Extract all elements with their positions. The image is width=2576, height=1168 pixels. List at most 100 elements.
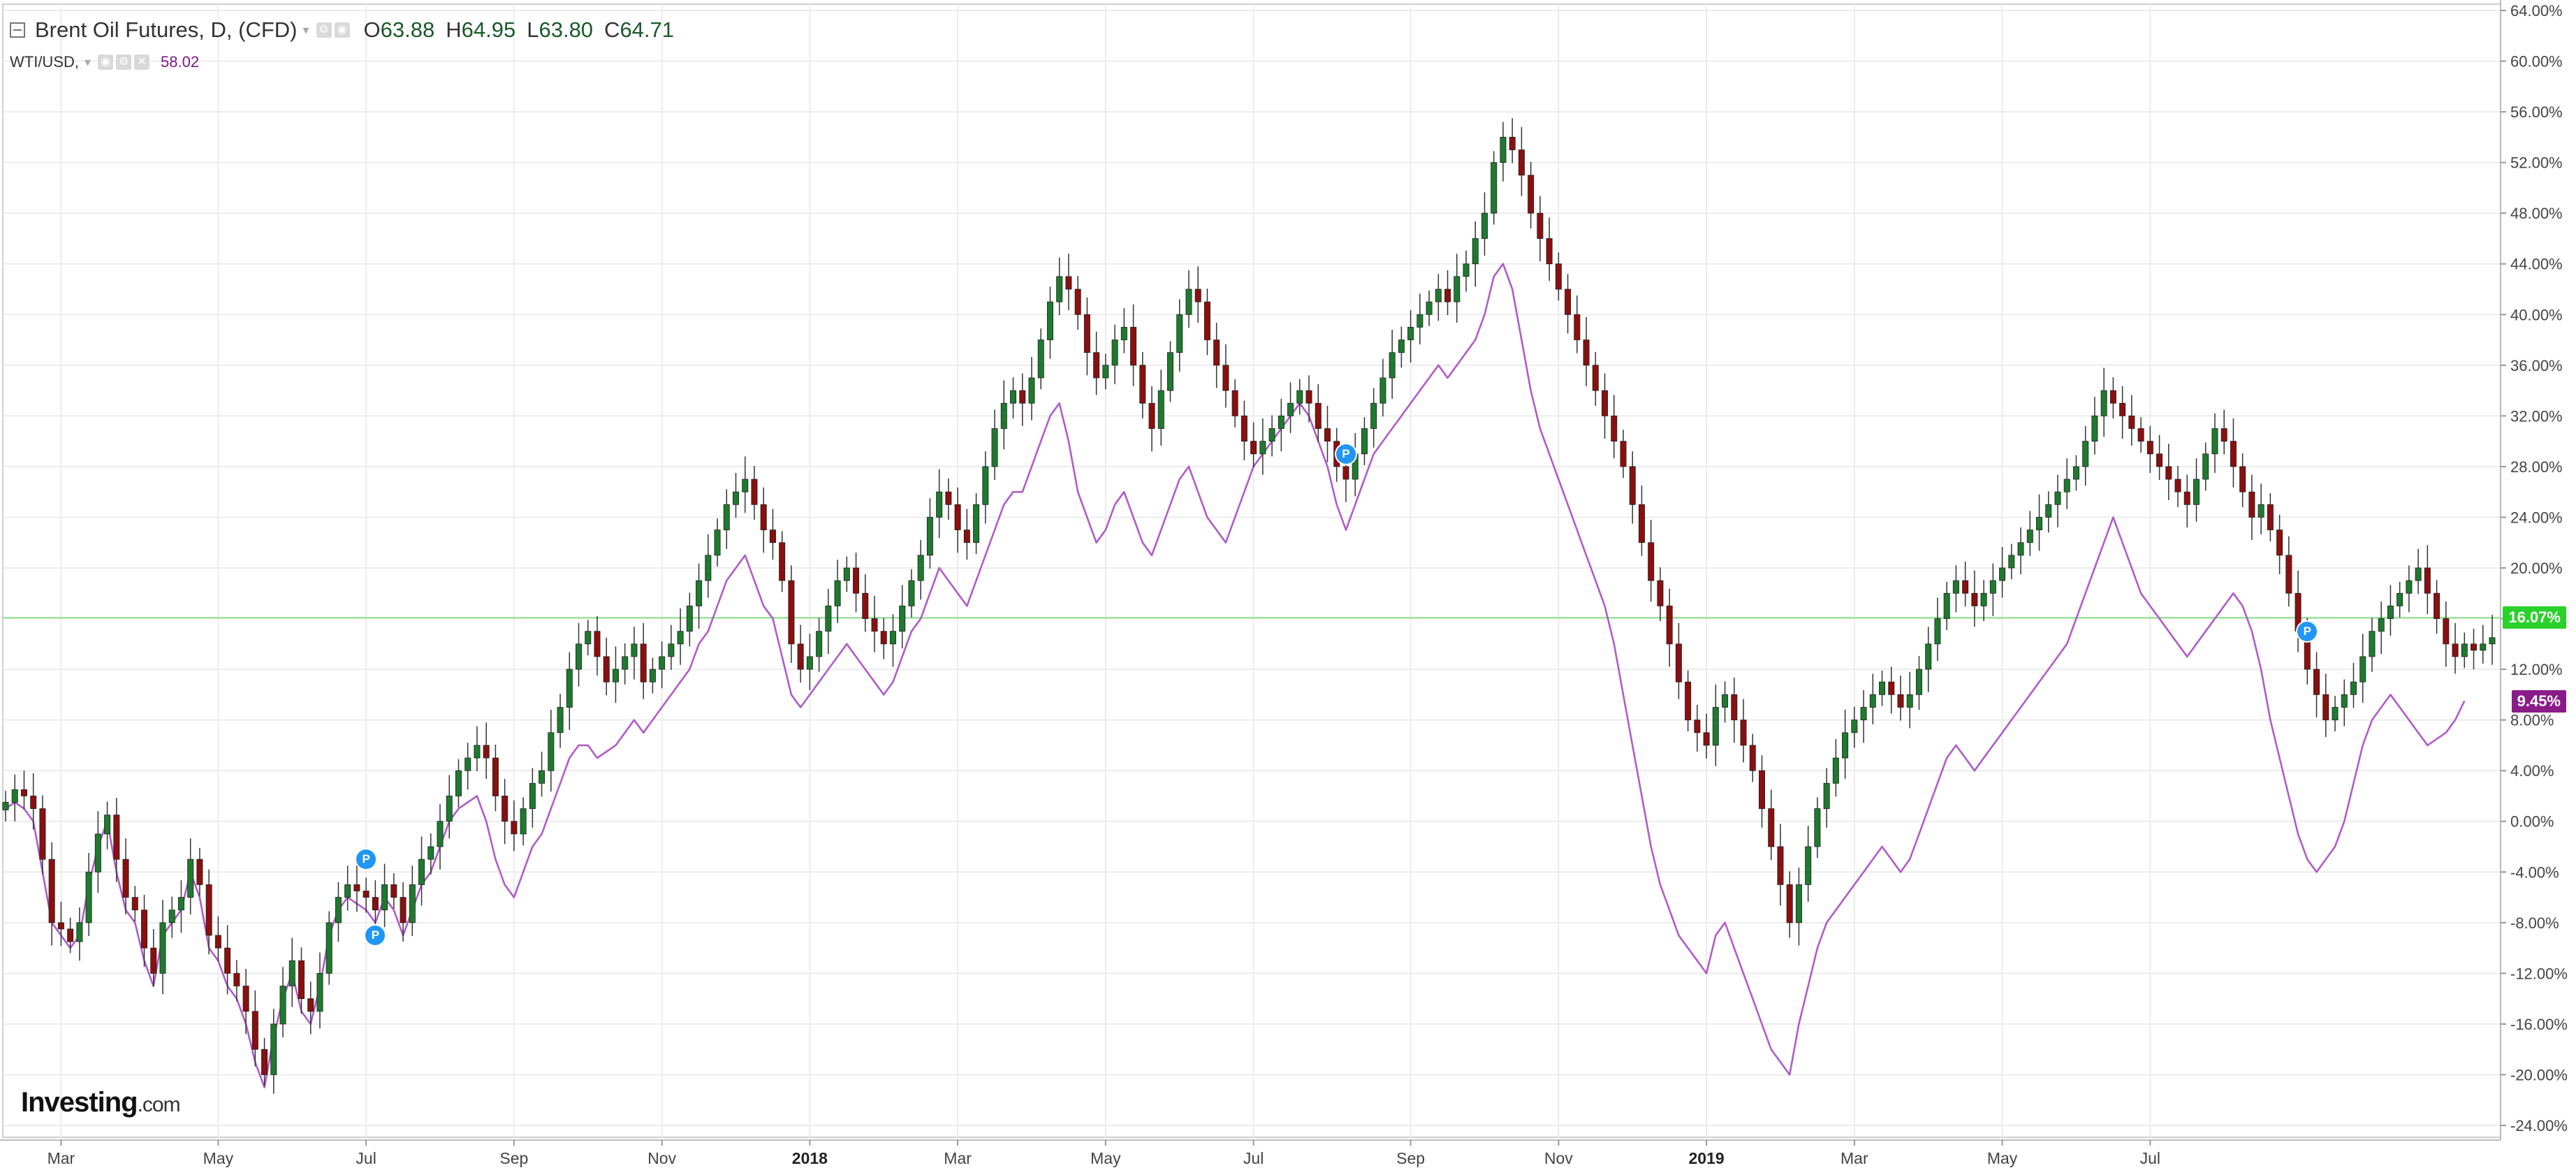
candle [418, 836, 425, 906]
candle-body [159, 922, 166, 974]
candle [1989, 563, 1996, 616]
candle [1065, 254, 1072, 310]
candle-body [94, 833, 101, 873]
candle-body [2434, 592, 2440, 619]
candle [57, 901, 64, 947]
candle [1472, 221, 1479, 287]
candle-body [2045, 504, 2052, 518]
investing-logo[interactable]: Investing.com [21, 1087, 181, 1118]
candle [557, 694, 564, 748]
candle-body [1167, 352, 1174, 391]
candle-body [2202, 453, 2209, 480]
candle-body [1879, 681, 1886, 695]
candle [622, 643, 629, 685]
candle [917, 540, 924, 600]
marker-p-icon[interactable]: P [365, 925, 386, 945]
candle-body [2165, 466, 2172, 480]
candle-body [39, 808, 46, 860]
candle-body [2276, 530, 2283, 556]
candle [668, 625, 675, 670]
candle [982, 451, 989, 524]
candle [585, 620, 592, 656]
settings-icon[interactable]: ⚙ [316, 22, 332, 38]
candle-body [1111, 340, 1118, 366]
candle [2276, 514, 2283, 575]
candle-body [1675, 643, 1682, 682]
candle-body [1296, 390, 1303, 404]
candle-body [1731, 694, 1738, 721]
collapse-icon[interactable] [10, 22, 25, 38]
candle-body [104, 815, 111, 835]
candle-body [288, 960, 295, 986]
caret-down-icon[interactable]: ▾ [302, 22, 309, 37]
candle-body [1860, 707, 1867, 721]
wti-price-badge: 9.45% [2511, 690, 2566, 713]
candle-body [889, 631, 896, 645]
candle-body [686, 606, 693, 632]
candle [1657, 567, 1664, 622]
candle-body [1629, 466, 1636, 505]
candle [871, 595, 878, 652]
candle [455, 759, 462, 808]
candle [714, 518, 721, 567]
candle-body [205, 884, 212, 936]
candle-body [1389, 352, 1396, 379]
candle-body [2193, 479, 2200, 505]
candle-body [843, 567, 850, 581]
y-tick-label: 60.00% [2510, 53, 2563, 71]
candle-body [585, 631, 592, 645]
candle-body [1528, 175, 1535, 214]
candle-body [1268, 428, 1275, 442]
visibility-icon[interactable]: ◉ [98, 54, 114, 70]
candle [2415, 548, 2422, 594]
candle [1943, 581, 1950, 630]
marker-p-icon[interactable]: P [1335, 444, 1356, 464]
candle-body [1592, 365, 1599, 391]
candle [2406, 565, 2413, 613]
candle-body [603, 656, 610, 682]
candle [2063, 458, 2070, 509]
candle-body [705, 555, 712, 581]
marker-p-icon[interactable]: P [356, 849, 376, 870]
candle-body [991, 428, 998, 467]
settings-icon[interactable]: ⚙ [116, 54, 132, 70]
candle-body [1712, 707, 1719, 746]
candle [1546, 217, 1553, 282]
candle-body [1185, 289, 1192, 315]
marker-p-icon[interactable]: P [2297, 621, 2318, 641]
x-tick-label: Mar [1840, 1149, 1868, 1167]
candle-body [2415, 567, 2422, 581]
candle [1028, 357, 1035, 421]
candle-body [1305, 390, 1312, 404]
main-series-title[interactable]: Brent Oil Futures, D, (CFD) [35, 17, 298, 42]
candle-body [1010, 390, 1017, 404]
close-icon[interactable]: ✕ [134, 54, 150, 70]
caret-down-icon[interactable]: ▾ [85, 54, 92, 69]
candle [825, 588, 832, 655]
y-tick-label: 8.00% [2510, 712, 2554, 729]
candle-body [1897, 694, 1904, 708]
candle [2174, 466, 2181, 507]
candle-body [1120, 327, 1127, 340]
candle [344, 866, 351, 911]
visibility-icon[interactable]: ◉ [334, 22, 350, 38]
candle [187, 838, 194, 915]
x-tick-label: Jul [1243, 1149, 1264, 1167]
candle-body [502, 796, 508, 822]
candle [30, 773, 37, 830]
candle-body [936, 491, 943, 518]
candle [2285, 536, 2292, 607]
candle [1287, 382, 1294, 433]
candle-body [1565, 289, 1572, 315]
candle [427, 833, 434, 875]
candle [1250, 422, 1257, 467]
compare-series-title[interactable]: WTI/USD, [10, 53, 79, 71]
candle [1832, 738, 1839, 797]
candle-body [446, 796, 453, 822]
candle [483, 722, 490, 779]
candle-body [214, 935, 221, 949]
candle [723, 489, 730, 549]
candle-body [1203, 301, 1210, 340]
